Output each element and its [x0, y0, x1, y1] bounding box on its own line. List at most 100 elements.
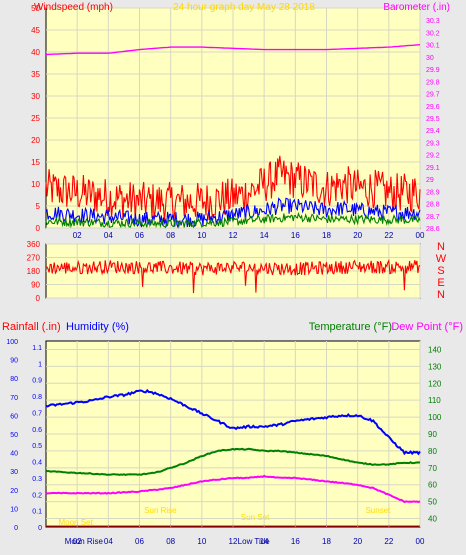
compass-label: S	[437, 265, 444, 277]
gust-series-line	[45, 155, 421, 222]
barometer-tick-label: 28.8	[426, 202, 440, 209]
rainfall-tick-label: 0.5	[32, 443, 42, 450]
barometer-tick-label: 30.3	[426, 18, 440, 25]
event-annotation: Moon Set	[58, 518, 93, 527]
rainfall-tick-label: 0.3	[32, 476, 42, 483]
barometer-tick-label: 28.6	[426, 226, 440, 233]
barometer-tick-labels: 28.6 28.7 28.8 28.9 29 29.1 29.2 29.3 29.4 29.5 29…	[426, 18, 440, 233]
direction-tick-label: 270	[27, 254, 41, 263]
humidity-tick-label: 80	[10, 376, 18, 383]
x-tick-label: 12	[229, 537, 238, 546]
direction-tick-label: 360	[27, 240, 41, 249]
windspeed-tick-labels: 0 5 10 15 20 25 30 35 40 45 50	[31, 4, 40, 233]
rainfall-tick-label: 0.4	[32, 460, 42, 467]
temp-humidity-gridlines	[46, 341, 421, 527]
barometer-tick-label: 30.2	[426, 30, 440, 37]
humidity-tick-label: 50	[10, 432, 18, 439]
barometer-tick-label: 29.7	[426, 92, 440, 99]
wind-direction-series-line	[45, 258, 421, 294]
barometer-tick-label: 29.1	[426, 165, 440, 172]
rainfall-tick-label: 1	[38, 361, 42, 368]
x-tick-label: 04	[104, 537, 113, 546]
dewpoint-axis-label: Dew Point (°F)	[391, 321, 463, 333]
compass-label: N	[437, 241, 445, 253]
windspeed-tick-label: 20	[31, 136, 40, 145]
compass-label: W	[436, 253, 447, 265]
wind-baro-x-tick-labels: 02 04 06 08 10 12 14 16 18 20 22 00	[73, 231, 425, 240]
humidity-tick-label: 100	[6, 339, 18, 346]
barometer-tick-label: 29.3	[426, 140, 440, 147]
barometer-series-line	[45, 44, 421, 56]
x-tick-label: 20	[353, 231, 362, 240]
temperature-axis-label: Temperature (°F)	[309, 321, 392, 333]
windspeed-tick-label: 5	[36, 202, 41, 211]
x-tick-label: 08	[166, 231, 175, 240]
humidity-tick-label: 20	[10, 488, 18, 495]
humidity-tick-label: 90	[10, 358, 18, 365]
rainfall-tick-label: 0.1	[32, 509, 42, 516]
x-tick-label: 12	[229, 231, 238, 240]
dewpoint-series-line	[45, 474, 421, 504]
barometer-tick-label: 30	[426, 55, 434, 62]
barometer-tick-label: 29.2	[426, 153, 440, 160]
direction-tick-labels: 0 90 180 270 360	[27, 240, 41, 303]
x-tick-label: 10	[197, 537, 206, 546]
x-tick-label: 04	[104, 231, 113, 240]
humidity-tick-label: 30	[10, 469, 18, 476]
x-tick-label: 18	[322, 537, 331, 546]
graph-title: 24 hour graph day May 28 2018	[173, 2, 315, 13]
x-tick-label: 18	[322, 231, 331, 240]
barometer-tick-label: 29.8	[426, 79, 440, 86]
rainfall-tick-label: 0.6	[32, 427, 42, 434]
bottom-event-labels: Moon Rise Low Tide	[65, 537, 271, 546]
x-tick-label: 06	[135, 537, 144, 546]
humidity-tick-label: 70	[10, 395, 18, 402]
rainfall-tick-label: 0.9	[32, 378, 42, 385]
temperature-series-line	[45, 447, 421, 476]
rainfall-tick-labels: 0 0.1 0.2 0.3 0.4 0.5 0.6 0.7 0.8 0.9 1 1.1	[32, 345, 42, 532]
x-tick-label: 20	[353, 537, 362, 546]
barometer-tick-label: 29.9	[426, 67, 440, 74]
barometer-tick-label: 29	[426, 177, 434, 184]
x-tick-label: 16	[291, 537, 300, 546]
temperature-tick-label: 80	[428, 447, 437, 456]
barometer-tick-label: 29.4	[426, 128, 440, 135]
x-tick-label: 22	[384, 231, 393, 240]
event-annotation: Sun Set	[241, 513, 270, 522]
temperature-tick-label: 90	[428, 430, 437, 439]
temp-humidity-x-tick-labels: 02 04 06 08 10 12 14 16 18 20 22 00	[73, 537, 425, 546]
temperature-tick-label: 140	[428, 345, 442, 354]
rainfall-tick-label: 0.8	[32, 394, 42, 401]
humidity-tick-label: 60	[10, 413, 18, 420]
x-tick-label: 22	[384, 537, 393, 546]
temperature-tick-label: 60	[428, 481, 437, 490]
temperature-tick-label: 120	[428, 379, 442, 388]
barometer-axis-label: Barometer (.in)	[383, 2, 450, 13]
temperature-tick-label: 130	[428, 362, 442, 371]
humidity-tick-label: 40	[10, 451, 18, 458]
rainfall-axis-label: Rainfall (.in)	[2, 321, 61, 333]
direction-series	[45, 258, 421, 294]
x-tick-label: 14	[260, 537, 269, 546]
humidity-tick-label: 10	[10, 506, 18, 513]
rainfall-tick-label: 0.2	[32, 492, 42, 499]
x-tick-label: 02	[73, 537, 82, 546]
windspeed-tick-label: 10	[31, 180, 40, 189]
windspeed-tick-label: 40	[31, 48, 40, 57]
event-annotations: Moon Set Sun Rise Sun Set Sunset	[58, 506, 391, 527]
rainfall-tick-label: 1.1	[32, 345, 42, 352]
x-tick-label: 14	[260, 231, 269, 240]
x-tick-label: 06	[135, 231, 144, 240]
event-annotation: Sunset	[365, 506, 391, 515]
temperature-tick-label: 50	[428, 498, 437, 507]
windspeed-tick-label: 30	[31, 92, 40, 101]
barometer-tick-label: 28.7	[426, 214, 440, 221]
rainfall-tick-label: 0	[38, 525, 42, 532]
temperature-tick-labels: 40 50 60 70 80 90 100 110 120 130 140	[428, 345, 442, 523]
barometer-tick-label: 30.1	[426, 43, 440, 50]
rainfall-tick-label: 0.7	[32, 410, 42, 417]
compass-label: N	[437, 289, 445, 301]
windspeed-tick-label: 45	[31, 26, 40, 35]
